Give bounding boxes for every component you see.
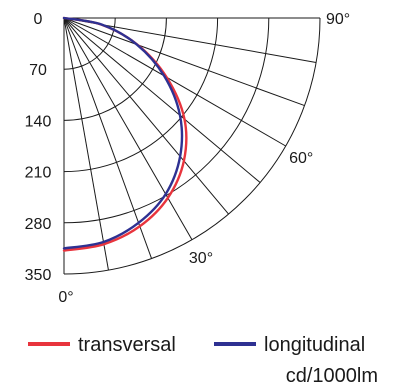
grid-spoke (63, 17, 305, 107)
grid-ring (63, 17, 270, 224)
series-line-longitudinal (62, 16, 184, 250)
legend: transversal longitudinal (28, 334, 365, 356)
r-tick-label: 350 (25, 267, 52, 284)
angle-tick-label: 90° (326, 11, 350, 28)
radial-tick-labels: 0 70 140 210 280 350 (25, 11, 52, 284)
grid-ring (63, 17, 321, 275)
r-tick-label: 140 (25, 113, 52, 130)
grid-ring (63, 17, 167, 121)
grid-spoke (63, 17, 229, 215)
grid-ring (63, 17, 116, 70)
r-tick-label: 70 (29, 62, 47, 79)
grid-spoke (63, 17, 286, 147)
grid-spoke (63, 17, 193, 240)
grid-spoke (63, 17, 109, 271)
angle-tick-label: 30° (189, 250, 213, 267)
series-curves (62, 16, 188, 252)
legend-label-transversal: transversal (78, 334, 176, 356)
grid-ring (63, 17, 219, 173)
legend-label-longitudinal: longitudinal (264, 334, 365, 356)
angle-tick-labels: 0° 30° 60° 90° (58, 11, 350, 306)
angle-tick-label: 60° (289, 150, 313, 167)
r-tick-label: 280 (25, 216, 52, 233)
polar-grid (63, 17, 321, 275)
unit-label: cd/1000lm (286, 365, 378, 385)
r-tick-label: 0 (34, 11, 43, 28)
grid-spoke (63, 17, 153, 259)
r-tick-label: 210 (25, 165, 52, 182)
angle-tick-label: 0° (58, 289, 73, 306)
grid-spoke (63, 17, 261, 183)
